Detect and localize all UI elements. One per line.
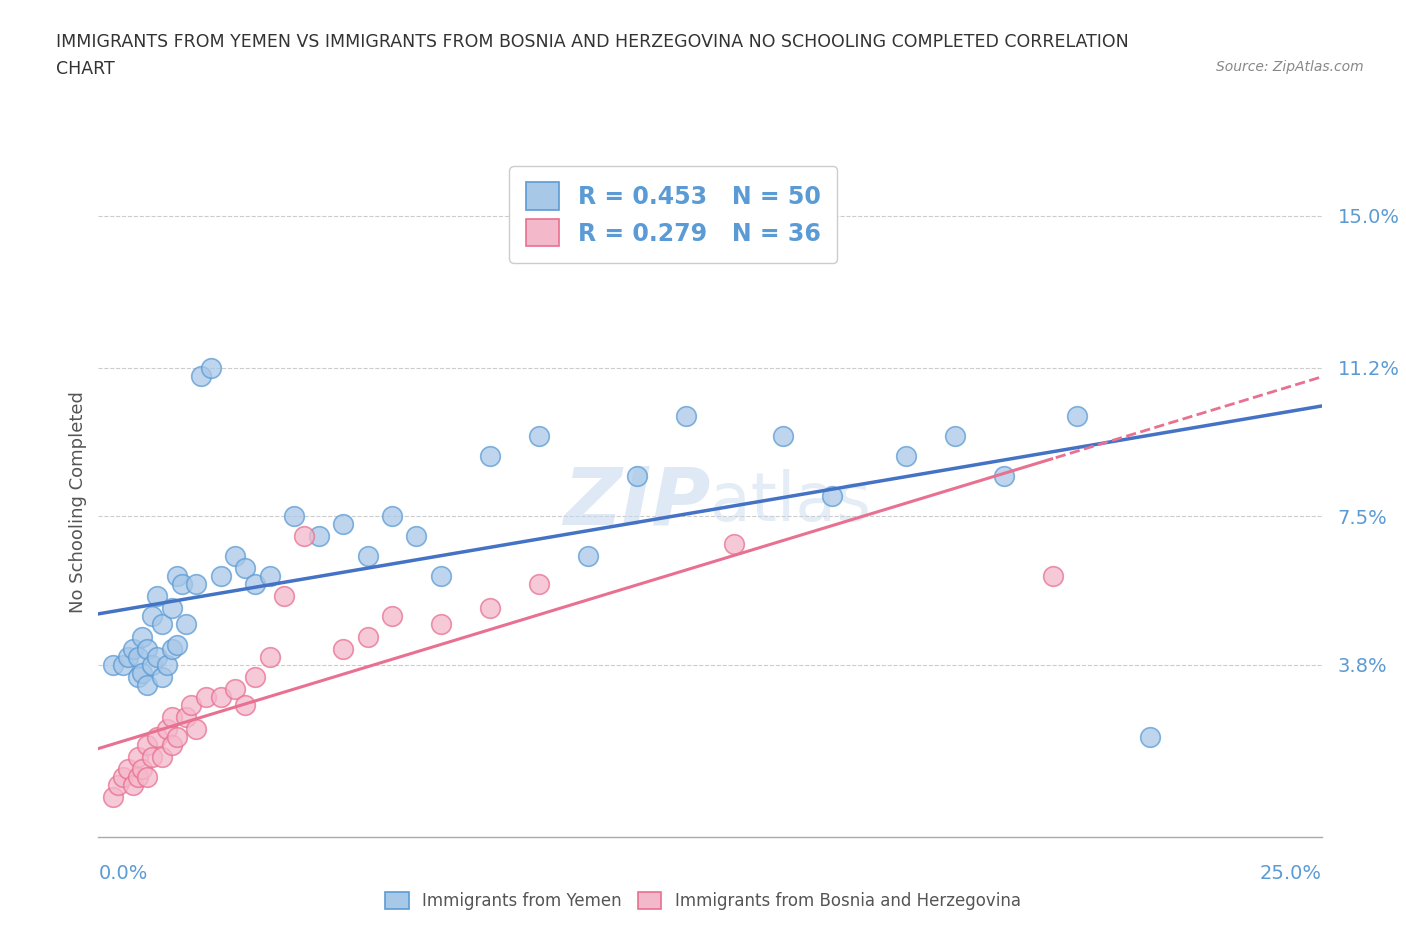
Point <box>136 677 159 692</box>
Point <box>117 649 139 664</box>
Point <box>107 777 129 792</box>
Point <box>166 637 188 652</box>
Point <box>259 649 281 664</box>
Point <box>117 762 139 777</box>
Legend: Immigrants from Yemen, Immigrants from Bosnia and Herzegovina: Immigrants from Yemen, Immigrants from B… <box>378 885 1028 917</box>
Point <box>127 670 149 684</box>
Point <box>292 529 315 544</box>
Point <box>200 361 222 376</box>
Point <box>723 537 745 551</box>
Point <box>156 722 179 737</box>
Point <box>243 577 266 591</box>
Point <box>209 569 232 584</box>
Point <box>166 569 188 584</box>
Y-axis label: No Schooling Completed: No Schooling Completed <box>69 392 87 613</box>
Point <box>273 589 295 604</box>
Point <box>131 665 153 680</box>
Point <box>1066 408 1088 423</box>
Point <box>259 569 281 584</box>
Point <box>180 698 202 712</box>
Point <box>356 629 378 644</box>
Point <box>527 429 550 444</box>
Legend: R = 0.453   N = 50, R = 0.279   N = 36: R = 0.453 N = 50, R = 0.279 N = 36 <box>509 166 837 263</box>
Point <box>146 589 169 604</box>
Point <box>127 649 149 664</box>
Point <box>160 601 183 616</box>
Point <box>195 689 218 704</box>
Point <box>101 790 124 804</box>
Point <box>136 769 159 784</box>
Point <box>131 762 153 777</box>
Point <box>166 729 188 744</box>
Point <box>772 429 794 444</box>
Point <box>675 408 697 423</box>
Point <box>111 658 134 672</box>
Point <box>527 577 550 591</box>
Point <box>190 368 212 383</box>
Point <box>156 658 179 672</box>
Point <box>186 722 208 737</box>
Point <box>821 489 844 504</box>
Point <box>176 617 198 631</box>
Point <box>993 469 1015 484</box>
Point <box>136 641 159 656</box>
Point <box>224 549 246 564</box>
Point <box>332 517 354 532</box>
Text: 0.0%: 0.0% <box>98 864 148 883</box>
Point <box>1139 729 1161 744</box>
Point <box>150 750 173 764</box>
Point <box>332 641 354 656</box>
Point <box>626 469 648 484</box>
Point <box>141 750 163 764</box>
Point <box>146 729 169 744</box>
Point <box>308 529 330 544</box>
Point <box>127 750 149 764</box>
Text: atlas: atlas <box>710 470 870 535</box>
Point <box>160 641 183 656</box>
Text: 25.0%: 25.0% <box>1260 864 1322 883</box>
Point <box>894 448 917 463</box>
Point <box>136 737 159 752</box>
Point <box>101 658 124 672</box>
Point <box>186 577 208 591</box>
Point <box>381 609 404 624</box>
Point <box>127 769 149 784</box>
Point <box>478 601 501 616</box>
Point <box>381 509 404 524</box>
Text: ZIP: ZIP <box>562 463 710 541</box>
Point <box>224 681 246 696</box>
Point <box>121 777 143 792</box>
Point <box>131 629 153 644</box>
Point <box>430 617 453 631</box>
Point <box>160 710 183 724</box>
Point <box>141 609 163 624</box>
Point <box>283 509 305 524</box>
Point <box>209 689 232 704</box>
Point <box>1042 569 1064 584</box>
Point <box>150 670 173 684</box>
Text: IMMIGRANTS FROM YEMEN VS IMMIGRANTS FROM BOSNIA AND HERZEGOVINA NO SCHOOLING COM: IMMIGRANTS FROM YEMEN VS IMMIGRANTS FROM… <box>56 33 1129 50</box>
Point <box>243 670 266 684</box>
Point <box>233 561 256 576</box>
Point <box>111 769 134 784</box>
Point <box>146 649 169 664</box>
Point <box>150 617 173 631</box>
Point <box>121 641 143 656</box>
Point <box>176 710 198 724</box>
Point <box>405 529 427 544</box>
Text: Source: ZipAtlas.com: Source: ZipAtlas.com <box>1216 60 1364 74</box>
Point <box>430 569 453 584</box>
Point <box>170 577 193 591</box>
Point <box>943 429 966 444</box>
Point <box>160 737 183 752</box>
Text: CHART: CHART <box>56 60 115 78</box>
Point <box>576 549 599 564</box>
Point <box>356 549 378 564</box>
Point <box>478 448 501 463</box>
Point <box>141 658 163 672</box>
Point <box>233 698 256 712</box>
